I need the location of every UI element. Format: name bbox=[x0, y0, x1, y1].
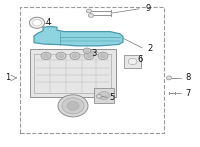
Circle shape bbox=[67, 101, 79, 110]
Circle shape bbox=[86, 54, 92, 58]
Circle shape bbox=[96, 94, 102, 98]
Text: 6: 6 bbox=[137, 55, 143, 64]
Circle shape bbox=[128, 58, 137, 65]
Circle shape bbox=[58, 95, 88, 117]
Circle shape bbox=[33, 20, 41, 26]
Circle shape bbox=[85, 49, 89, 52]
Text: 4: 4 bbox=[45, 18, 51, 27]
FancyBboxPatch shape bbox=[124, 55, 141, 68]
Circle shape bbox=[62, 98, 84, 114]
Circle shape bbox=[58, 54, 64, 58]
Text: 7: 7 bbox=[185, 89, 191, 98]
Circle shape bbox=[86, 9, 92, 13]
Circle shape bbox=[166, 76, 172, 80]
Text: 5: 5 bbox=[109, 93, 115, 102]
Circle shape bbox=[41, 52, 51, 60]
Circle shape bbox=[98, 52, 108, 60]
Circle shape bbox=[83, 48, 91, 53]
Circle shape bbox=[43, 54, 49, 58]
Text: 1: 1 bbox=[5, 73, 11, 82]
Circle shape bbox=[84, 52, 94, 60]
Polygon shape bbox=[34, 26, 123, 46]
Circle shape bbox=[88, 14, 94, 17]
Circle shape bbox=[98, 91, 110, 100]
Circle shape bbox=[100, 54, 106, 58]
FancyBboxPatch shape bbox=[30, 49, 116, 97]
Text: 3: 3 bbox=[91, 49, 97, 58]
Circle shape bbox=[29, 17, 45, 28]
Text: 8: 8 bbox=[185, 73, 191, 82]
Circle shape bbox=[72, 54, 78, 58]
Circle shape bbox=[56, 52, 66, 60]
FancyBboxPatch shape bbox=[94, 88, 114, 103]
Text: 2: 2 bbox=[147, 44, 153, 53]
Text: 9: 9 bbox=[145, 4, 151, 13]
Circle shape bbox=[70, 52, 80, 60]
